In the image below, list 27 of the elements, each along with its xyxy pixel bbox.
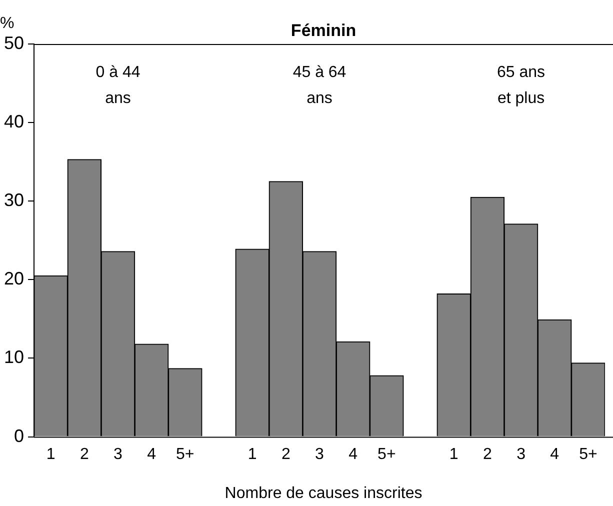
chart-title: Féminin: [290, 21, 356, 40]
x-tick-label: 4: [348, 446, 358, 463]
x-tick-label: 1: [449, 446, 458, 463]
annotation: 0 à 44 ans: [96, 64, 140, 107]
x-tick-label: 5+: [579, 446, 598, 463]
y-axis-title: %: [0, 15, 14, 32]
x-tick-label: 4: [550, 446, 560, 463]
y-tick-label: 10: [4, 347, 24, 368]
x-axis-title: Nombre de causes inscrites: [224, 485, 422, 502]
annotation: 65 ans et plus: [497, 64, 546, 107]
x-tick-label: 5+: [378, 446, 396, 463]
x-tick-label: 1: [46, 446, 56, 463]
x-tick-label: 2: [80, 446, 89, 463]
x-tick-label: 2: [482, 446, 492, 463]
x-tick-label: 3: [516, 446, 526, 463]
x-tick-label: 4: [147, 446, 156, 463]
y-tick-label: 0: [14, 426, 24, 446]
annotation: 45 à 64 ans: [292, 64, 346, 107]
x-tick-label: 3: [315, 446, 324, 463]
x-tick-label: 2: [281, 446, 290, 463]
y-tick-label: 20: [4, 268, 24, 289]
y-tick-label: 50: [4, 32, 24, 53]
x-tick-label: 3: [114, 446, 123, 463]
x-tick-label: 5+: [176, 446, 194, 463]
x-tick-label: 1: [248, 446, 257, 463]
y-tick-label: 30: [4, 190, 24, 210]
y-tick-label: 40: [4, 112, 24, 132]
